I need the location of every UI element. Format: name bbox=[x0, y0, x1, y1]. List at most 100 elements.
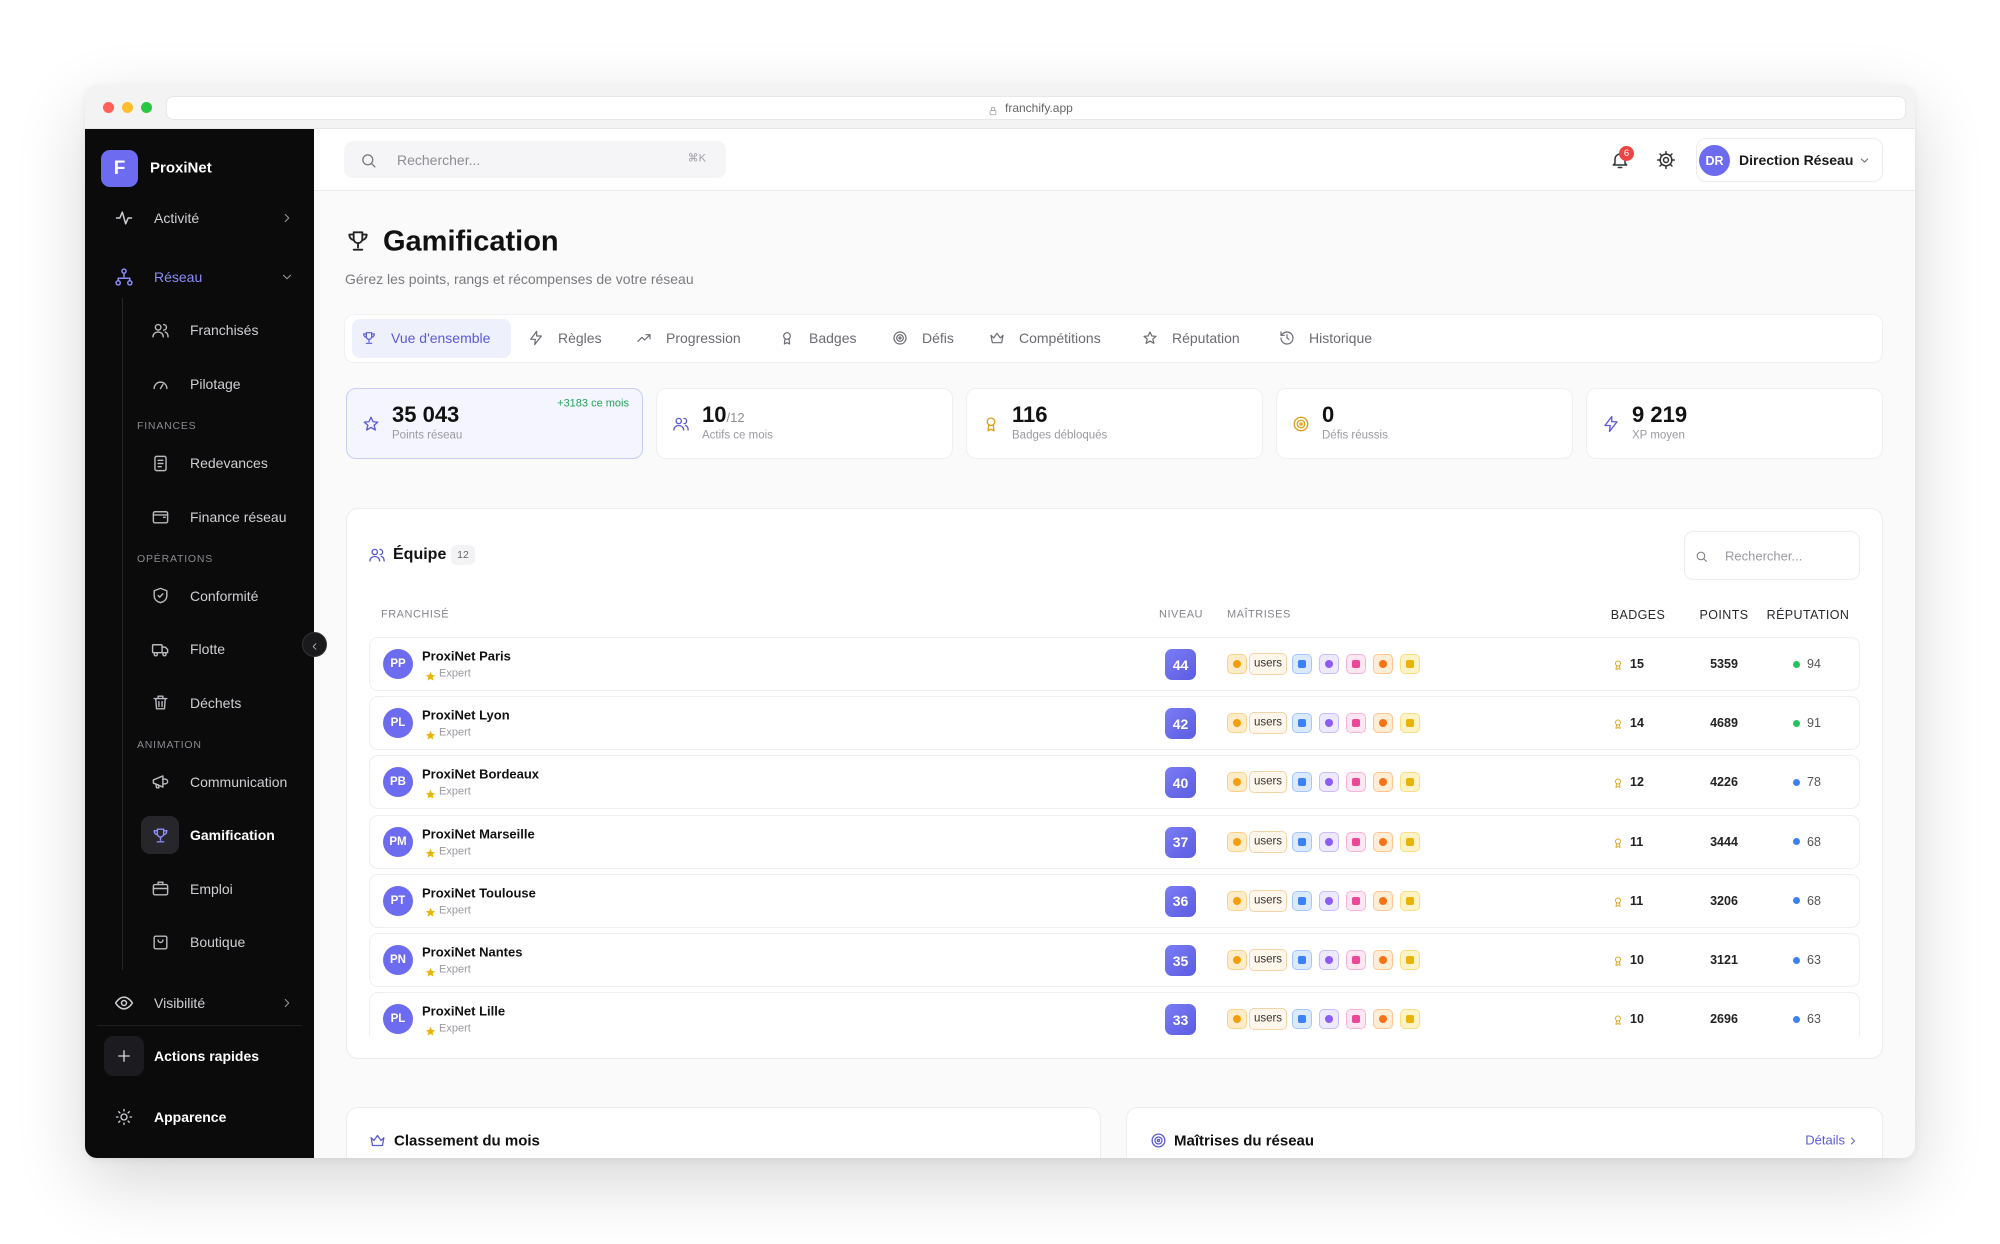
nav-item[interactable]: Redevances bbox=[190, 455, 268, 471]
nav-item[interactable]: Emploi bbox=[190, 880, 233, 897]
shield-icon bbox=[151, 586, 170, 605]
mastery-fallback bbox=[1249, 653, 1287, 675]
table-row[interactable] bbox=[369, 637, 1860, 691]
row-name: ProxiNet Nantes bbox=[422, 944, 523, 960]
row-points: 3121 bbox=[1710, 952, 1738, 967]
star-icon bbox=[425, 846, 436, 858]
reputation-dot bbox=[1793, 778, 1800, 786]
team-search[interactable] bbox=[1684, 531, 1860, 580]
tab[interactable]: Vue d'ensemble bbox=[391, 330, 491, 346]
search-box[interactable] bbox=[344, 141, 726, 178]
nav-item[interactable]: Gamification bbox=[190, 827, 275, 843]
appearance[interactable]: Apparence bbox=[154, 1109, 227, 1125]
nav-item[interactable]: Activité bbox=[154, 210, 200, 226]
stat-value: 10/12 bbox=[702, 404, 745, 426]
mastery-dot bbox=[1298, 896, 1306, 905]
mastery-dot bbox=[1352, 896, 1360, 905]
row-reputation: 68 bbox=[1807, 834, 1821, 849]
team-search-placeholder: Rechercher... bbox=[1725, 548, 1803, 564]
crown-icon bbox=[369, 1132, 386, 1149]
mastery-dot bbox=[1406, 1015, 1414, 1024]
sun-icon bbox=[115, 1108, 133, 1126]
stat-value: 35 043 bbox=[392, 404, 459, 426]
chev-l-icon bbox=[309, 639, 320, 650]
mastery-fallback bbox=[1249, 771, 1287, 794]
mastery-label: users bbox=[1253, 1012, 1283, 1025]
mastery-dot bbox=[1352, 660, 1360, 668]
search-placeholder: Rechercher... bbox=[397, 152, 481, 168]
table-row[interactable] bbox=[369, 814, 1860, 869]
nav-item[interactable]: Pilotage bbox=[190, 376, 241, 392]
mastery-dot bbox=[1325, 719, 1333, 728]
target-icon bbox=[892, 330, 908, 346]
nav-item[interactable]: Finance réseau bbox=[190, 508, 287, 525]
trash-icon bbox=[151, 693, 170, 712]
search-icon bbox=[1695, 550, 1708, 563]
row-badges: 14 bbox=[1630, 715, 1644, 730]
tab[interactable]: Historique bbox=[1309, 330, 1373, 346]
mastery-dot bbox=[1379, 719, 1387, 728]
bag-icon bbox=[151, 933, 170, 952]
ribbon-icon bbox=[1612, 895, 1624, 907]
chev-d-icon bbox=[280, 270, 294, 284]
table-row[interactable] bbox=[369, 696, 1860, 751]
tab[interactable]: Badges bbox=[809, 330, 857, 346]
mastery-dot bbox=[1298, 956, 1306, 964]
nav-item[interactable]: Déchets bbox=[190, 694, 242, 711]
mastery-dot bbox=[1352, 719, 1360, 728]
row-name: ProxiNet Paris bbox=[422, 648, 511, 664]
nav-item[interactable]: Boutique bbox=[190, 934, 246, 950]
row-rank: Expert bbox=[439, 904, 471, 917]
ribbon-icon bbox=[1612, 836, 1624, 848]
nav-item[interactable]: Communication bbox=[190, 773, 288, 790]
table-row[interactable] bbox=[369, 873, 1860, 928]
nav-item[interactable]: Franchisés bbox=[190, 322, 259, 338]
mastery-dot bbox=[1325, 778, 1333, 787]
row-avatar: PM bbox=[383, 826, 413, 857]
mastery-dot bbox=[1406, 660, 1414, 668]
mastery-label: users bbox=[1253, 716, 1283, 729]
row-avatar: PB bbox=[383, 767, 413, 798]
stat-value: 9 219 bbox=[1632, 404, 1687, 426]
reputation-dot bbox=[1793, 660, 1800, 668]
row-name: ProxiNet Lyon bbox=[422, 707, 510, 723]
row-badges: 15 bbox=[1630, 656, 1644, 671]
nav-active-bg bbox=[141, 816, 179, 854]
nav-section: ANIMATION bbox=[137, 738, 202, 751]
table-row[interactable] bbox=[369, 755, 1860, 810]
row-reputation: 91 bbox=[1807, 715, 1821, 730]
nav-tree-line bbox=[122, 298, 123, 970]
quick-action[interactable]: Actions rapides bbox=[154, 1048, 260, 1064]
stat-number: 9 219 bbox=[1632, 402, 1688, 427]
mastery-dot bbox=[1325, 896, 1333, 905]
tab[interactable]: Réputation bbox=[1172, 330, 1240, 346]
star-icon bbox=[1142, 330, 1158, 346]
nav-item[interactable]: Conformité bbox=[190, 587, 259, 604]
trophy-icon bbox=[345, 228, 371, 254]
nav-section: OPÉRATIONS bbox=[137, 552, 214, 565]
window-dot bbox=[122, 102, 133, 113]
gauge-icon bbox=[151, 375, 170, 394]
mastery-dot bbox=[1233, 896, 1241, 905]
mastery-dot bbox=[1379, 896, 1387, 905]
tab[interactable]: Défis bbox=[922, 330, 954, 346]
row-level: 35 bbox=[1165, 945, 1196, 976]
nav-item[interactable]: Flotte bbox=[190, 641, 226, 657]
details-link[interactable]: Détails bbox=[1805, 1132, 1845, 1148]
mastery-dot bbox=[1298, 660, 1306, 668]
stat-card bbox=[1276, 388, 1573, 459]
tab[interactable]: Règles bbox=[558, 330, 602, 346]
row-rank: Expert bbox=[439, 845, 471, 858]
network-icon bbox=[114, 267, 134, 287]
nav-item[interactable]: Visibilité bbox=[154, 995, 206, 1011]
table-row[interactable] bbox=[369, 992, 1860, 1036]
ribbon-icon bbox=[982, 415, 1000, 433]
tab[interactable]: Progression bbox=[666, 330, 741, 346]
nav-item[interactable]: Réseau bbox=[154, 269, 203, 285]
mastery-dot bbox=[1233, 956, 1241, 964]
team-count: 12 bbox=[451, 545, 475, 565]
tab[interactable]: Compétitions bbox=[1019, 330, 1101, 346]
table-row[interactable] bbox=[369, 933, 1860, 987]
column-header: MAÎTRISES bbox=[1227, 608, 1291, 621]
stat-card bbox=[656, 388, 953, 459]
